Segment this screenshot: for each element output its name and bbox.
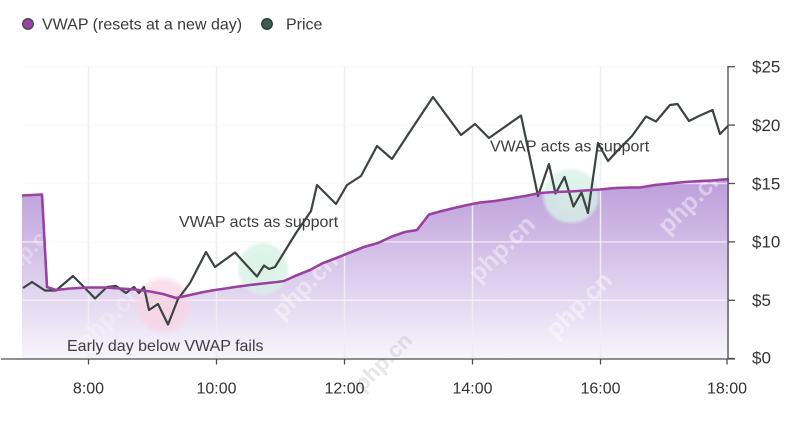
svg-text:10:00: 10:00: [196, 381, 236, 398]
svg-text:12:00: 12:00: [324, 381, 364, 398]
svg-text:18:00: 18:00: [707, 381, 747, 398]
svg-text:$0: $0: [752, 349, 771, 368]
svg-text:$20: $20: [752, 116, 780, 135]
svg-text:Price: Price: [286, 17, 323, 34]
svg-text:VWAP (resets at a new day): VWAP (resets at a new day): [42, 17, 242, 34]
svg-text:VWAP acts as support: VWAP acts as support: [490, 139, 650, 156]
svg-text:$15: $15: [752, 174, 780, 193]
svg-text:$25: $25: [752, 58, 780, 77]
svg-text:VWAP acts as support: VWAP acts as support: [179, 214, 339, 231]
svg-text:Early day below VWAP fails: Early day below VWAP fails: [67, 338, 264, 355]
svg-text:$10: $10: [752, 233, 780, 252]
svg-text:14:00: 14:00: [452, 381, 492, 398]
svg-text:16:00: 16:00: [580, 381, 620, 398]
svg-text:$5: $5: [752, 291, 771, 310]
svg-text:8:00: 8:00: [73, 381, 104, 398]
